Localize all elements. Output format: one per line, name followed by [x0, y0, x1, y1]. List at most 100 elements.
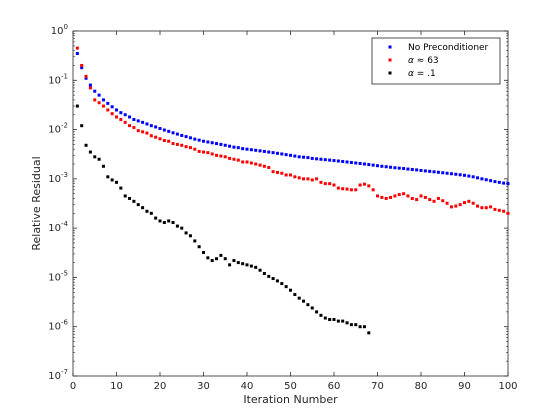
data-point — [506, 182, 510, 186]
data-point — [315, 157, 319, 161]
series-1 — [75, 46, 510, 215]
data-point — [332, 183, 336, 187]
data-point — [354, 188, 358, 192]
data-point — [219, 142, 223, 146]
data-point — [223, 257, 227, 261]
data-point — [106, 175, 110, 179]
data-point — [410, 196, 414, 200]
data-point — [97, 93, 101, 97]
data-point — [284, 285, 288, 289]
data-point — [145, 209, 149, 213]
data-point — [380, 164, 384, 168]
data-point — [258, 163, 262, 167]
data-point — [432, 199, 436, 203]
data-point — [315, 177, 319, 181]
data-point — [188, 136, 192, 140]
data-point — [167, 219, 171, 223]
y-axis-label: Relative Residual — [30, 156, 43, 250]
data-point — [428, 198, 432, 202]
data-point — [332, 159, 336, 163]
data-point — [154, 125, 158, 129]
data-point — [236, 158, 240, 162]
data-point — [280, 282, 284, 286]
legend-marker-no-preconditioner — [388, 45, 392, 49]
data-point — [123, 194, 127, 198]
data-point — [167, 139, 171, 143]
data-point — [228, 263, 232, 267]
data-point — [419, 168, 423, 172]
data-point — [463, 173, 466, 177]
data-point — [115, 180, 118, 184]
data-point — [80, 66, 84, 70]
data-point — [458, 203, 462, 207]
y-tick-label: 10-6 — [48, 319, 68, 333]
data-point — [302, 155, 306, 159]
data-point — [476, 204, 480, 208]
x-axis-label: Iteration Number — [243, 393, 338, 406]
data-point — [119, 186, 123, 190]
data-point — [88, 86, 92, 90]
data-point — [402, 192, 406, 196]
data-point — [467, 199, 471, 203]
series-layer — [75, 46, 510, 335]
data-point — [254, 162, 258, 166]
data-point — [336, 159, 340, 163]
data-point — [75, 104, 79, 108]
data-point — [232, 259, 236, 263]
data-point — [110, 112, 114, 116]
data-point — [228, 156, 232, 160]
data-point — [323, 158, 327, 162]
data-point — [141, 120, 145, 124]
data-point — [136, 129, 140, 133]
data-point — [75, 46, 79, 50]
data-point — [293, 154, 297, 158]
series-2 — [75, 104, 371, 335]
data-point — [210, 259, 214, 263]
legend-label-alpha-63: α ≈ 63 — [408, 56, 439, 66]
data-point — [132, 126, 136, 130]
data-point — [158, 219, 162, 223]
data-point — [428, 169, 432, 173]
data-point — [275, 170, 279, 174]
legend-entry-alpha-63: α ≈ 63 — [388, 56, 439, 66]
data-point — [97, 157, 101, 161]
data-point — [315, 310, 319, 314]
data-point — [275, 151, 279, 155]
data-point — [376, 194, 379, 198]
x-tick-labels: 0 10 20 30 40 50 60 70 80 90 100 — [70, 381, 518, 392]
data-point — [497, 180, 501, 184]
data-point — [506, 211, 510, 215]
data-point — [319, 313, 323, 317]
data-point — [84, 74, 88, 78]
data-point — [223, 155, 227, 159]
legend-label-alpha-01: α = .1 — [408, 69, 436, 79]
data-point — [336, 319, 340, 323]
data-point — [310, 178, 314, 182]
data-point — [432, 170, 436, 174]
data-point — [236, 146, 240, 150]
y-tick-label: 10-5 — [48, 269, 68, 283]
data-point — [215, 142, 219, 146]
data-point — [184, 135, 188, 139]
data-point — [136, 119, 140, 123]
data-point — [106, 101, 110, 105]
x-tick-label: 20 — [154, 381, 167, 392]
data-point — [323, 182, 327, 186]
data-point — [402, 167, 406, 171]
y-tick-label: 10-4 — [48, 220, 68, 234]
data-point — [449, 172, 453, 176]
data-point — [154, 216, 158, 220]
data-point — [397, 193, 401, 197]
data-point — [289, 173, 292, 177]
data-point — [454, 204, 458, 208]
data-point — [110, 178, 114, 182]
data-point — [458, 173, 462, 177]
data-point — [188, 146, 192, 150]
data-point — [206, 140, 210, 144]
data-point — [180, 133, 184, 137]
data-point — [115, 115, 118, 119]
data-point — [188, 234, 192, 238]
data-point — [389, 165, 393, 169]
data-point — [88, 83, 92, 87]
